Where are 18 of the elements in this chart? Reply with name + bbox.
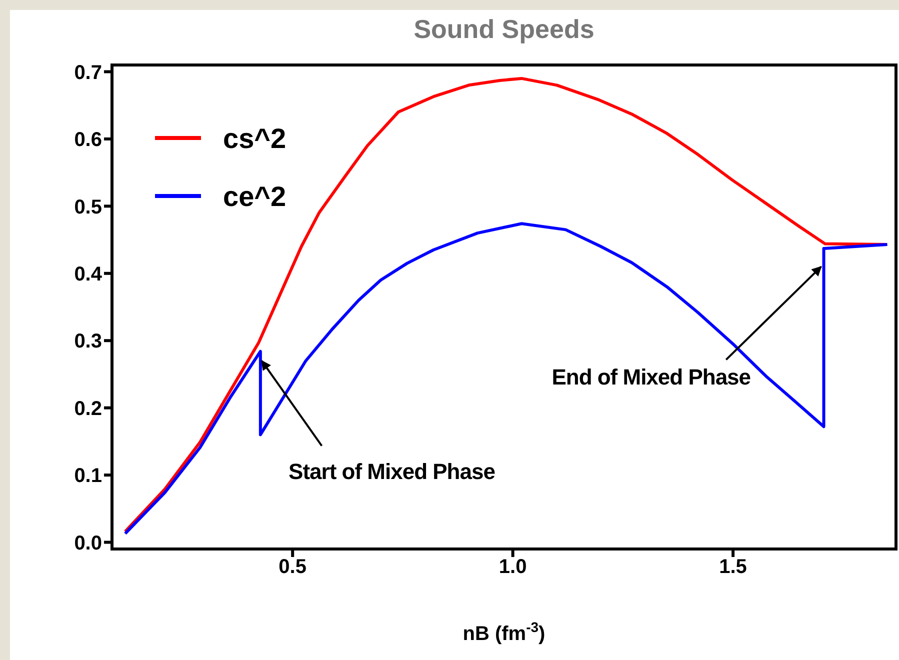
x-tick-label: 1.5 xyxy=(719,556,747,578)
y-tick-label: 0.5 xyxy=(74,196,102,218)
annotation: Start of Mixed Phase xyxy=(288,458,496,484)
y-tick-label: 0.7 xyxy=(74,62,102,84)
chart-title: Sound Speeds xyxy=(414,14,594,44)
x-tick-label: 0.5 xyxy=(278,556,306,578)
line-series xyxy=(124,222,889,536)
y-tick-label: 0.2 xyxy=(74,398,102,420)
y-tick-label: 0.4 xyxy=(74,263,103,286)
legend-label: ce^2 xyxy=(223,181,286,212)
y-tick-label: 0.6 xyxy=(74,129,102,152)
x-tick-label: 1.0 xyxy=(498,556,527,578)
y-tick-label: 0.0 xyxy=(74,532,102,554)
legend-label: cs^2 xyxy=(223,123,286,154)
x-axis-title: nB (fm$^{-3}$) xyxy=(462,619,546,645)
y-tick-label: 0.1 xyxy=(74,465,102,488)
annotation: End of Mixed Phase xyxy=(552,364,751,390)
y-tick-label: 0.3 xyxy=(74,330,102,353)
